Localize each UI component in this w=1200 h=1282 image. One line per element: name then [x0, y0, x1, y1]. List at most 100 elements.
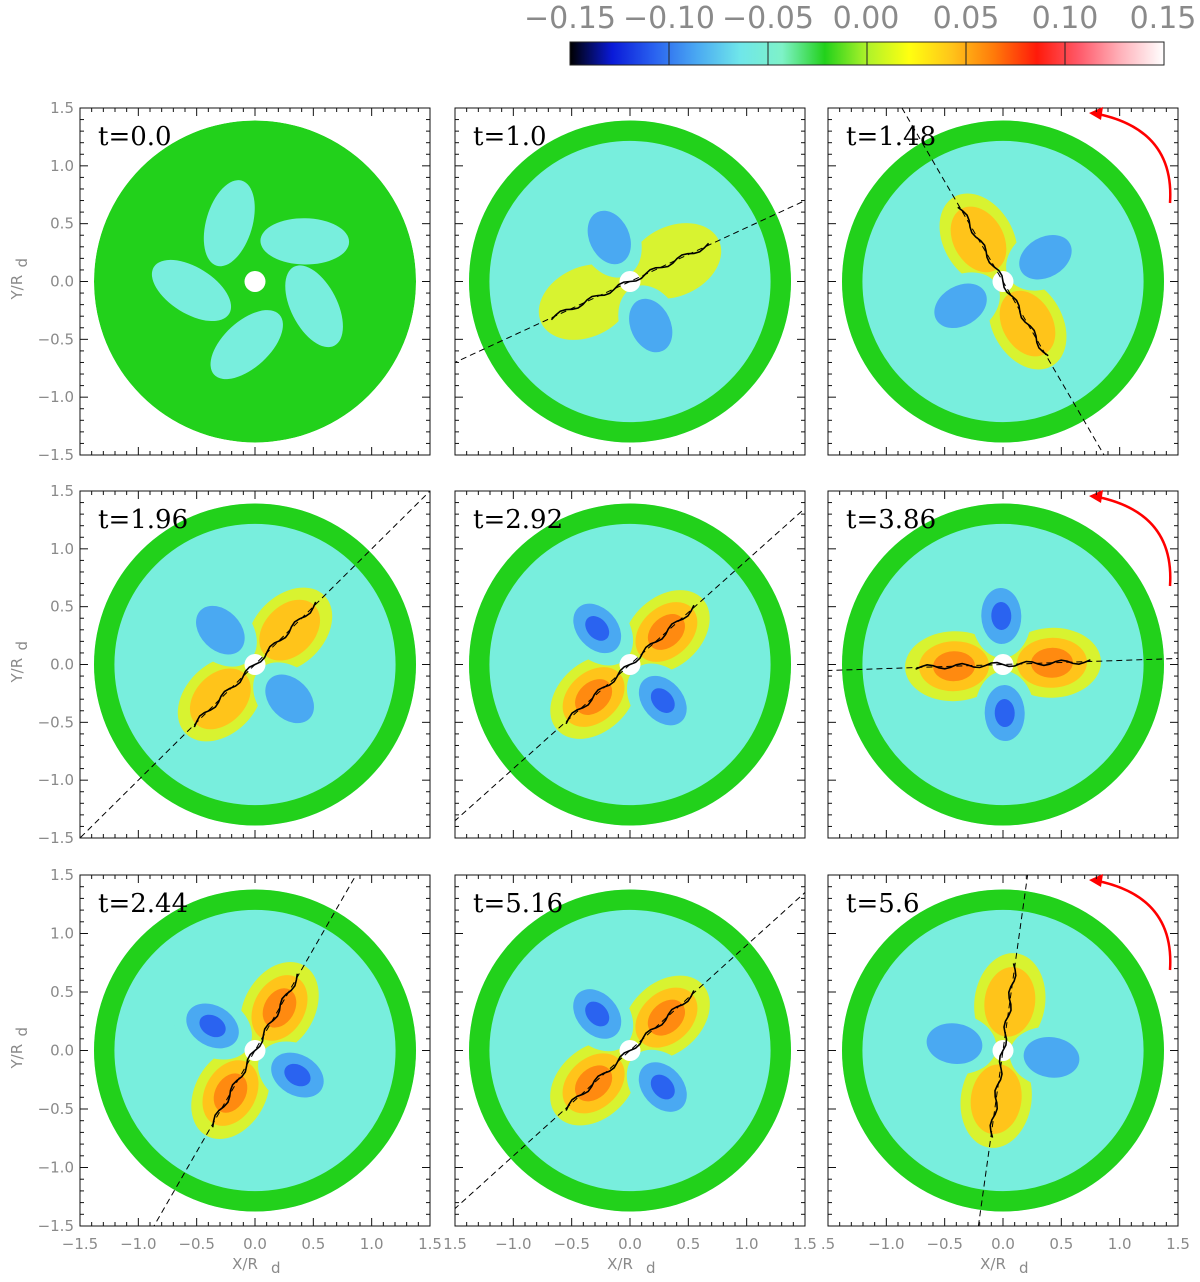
- time-label: t=2.92: [473, 505, 563, 535]
- colorbar-tick-label: 0.15: [1130, 1, 1197, 36]
- y-tick-label: 1.0: [50, 157, 74, 175]
- y-tick-label: −0.5: [38, 1100, 74, 1118]
- bar-axis-dashed-line: [455, 507, 805, 822]
- x-tick-label: 1.5: [418, 1235, 442, 1253]
- bar-ridge-line: [565, 990, 695, 1111]
- disc-patch: [285, 265, 343, 348]
- y-tick-label: −1.0: [38, 771, 74, 789]
- x-tick-label: 0.5: [301, 1235, 325, 1253]
- bar-axis-dashed-line: [80, 491, 430, 838]
- disc-patch: [260, 218, 350, 265]
- x-axis-label: X/R: [607, 1255, 633, 1273]
- x-tick-label: 1.0: [360, 1235, 384, 1253]
- panel-5: t=2.92: [454, 490, 806, 839]
- x-axis-label-subscript: d: [646, 1259, 656, 1277]
- x-tick-label: 1.5: [443, 1235, 467, 1253]
- x-tick-label: 1.5: [1166, 1235, 1190, 1253]
- bar-ridge-line: [915, 659, 1091, 670]
- negative-lobe: [991, 601, 1012, 630]
- y-tick-label: 0.5: [50, 215, 74, 233]
- x-tick-label: 0.0: [243, 1235, 267, 1253]
- y-tick-label: −0.5: [38, 330, 74, 348]
- negative-lobe: [199, 1014, 226, 1038]
- negative-lobe: [934, 283, 987, 329]
- colorbar-tick-label: −0.15: [524, 1, 616, 36]
- panel-3: t=1.48: [827, 107, 1179, 456]
- x-tick-label: 0.5: [676, 1235, 700, 1253]
- negative-lobe: [650, 1074, 675, 1100]
- x-axis-label-subscript: d: [1019, 1259, 1029, 1277]
- x-tick-label: 0.0: [618, 1235, 642, 1253]
- bar-axis-dashed-line: [153, 875, 357, 1226]
- x-tick-label: 0.5: [1049, 1235, 1073, 1253]
- y-tick-label: 1.5: [50, 866, 74, 884]
- panel-9: t=5.6 .5 −1.0 −0.5 0.0 0.5 1.0 1.5 X/R d: [821, 874, 1190, 1277]
- y-tick-label: −1.5: [38, 1217, 74, 1235]
- x-axis-label: X/R: [232, 1255, 258, 1273]
- time-label: t=1.48: [846, 122, 936, 152]
- y-axis-label-subscript: d: [13, 641, 31, 651]
- x-tick-label: 1.0: [1108, 1235, 1132, 1253]
- panel-2: t=1.0: [454, 107, 806, 456]
- bar-ridge-line: [550, 242, 710, 321]
- y-tick-label: 1.5: [50, 482, 74, 500]
- y-axis-label-subscript: d: [13, 1027, 31, 1037]
- x-tick-label: −0.5: [926, 1235, 962, 1253]
- y-tick-label: −1.0: [38, 388, 74, 406]
- x-axis-label: X/R: [980, 1255, 1006, 1273]
- negative-lobe: [926, 1023, 983, 1065]
- bar-axis-dashed-line: [977, 875, 1029, 1226]
- bar-axis-dashed-line: [455, 891, 805, 1210]
- disc-patch: [203, 180, 255, 267]
- y-tick-label: 0.5: [50, 598, 74, 616]
- time-label: t=3.86: [846, 505, 936, 535]
- bar-axis-dashed-line: [455, 200, 805, 363]
- x-tick-label: −1.0: [495, 1235, 531, 1253]
- y-axis-label-subscript: d: [13, 258, 31, 268]
- panel-6: t=3.86: [827, 490, 1179, 839]
- disc-patch: [151, 259, 232, 322]
- x-tick-label: .5: [821, 1235, 835, 1253]
- y-tick-label: 0.0: [50, 273, 74, 291]
- colorbar-tick-label: −0.10: [623, 1, 715, 36]
- y-axis-label: Y/R: [8, 1044, 26, 1070]
- negative-lobe: [1019, 234, 1072, 280]
- bar-axis-dashed-line: [901, 108, 1105, 455]
- negative-lobe: [650, 688, 675, 713]
- negative-lobe: [629, 298, 673, 353]
- time-label: t=0.0: [98, 122, 172, 152]
- x-tick-label: −0.5: [553, 1235, 589, 1253]
- x-axis-label-subscript: d: [271, 1259, 281, 1277]
- y-axis-label: Y/R: [8, 275, 26, 301]
- rotation-arrow: [1092, 494, 1172, 587]
- panel-4: t=1.96 1.5 1.0 0.5 0.0 −0.5 −1.0 −1.5 Y/R d: [8, 482, 431, 847]
- time-label: t=5.16: [473, 889, 563, 919]
- negative-lobe: [265, 674, 314, 724]
- negative-lobe: [284, 1063, 311, 1087]
- y-tick-label: −1.0: [38, 1159, 74, 1177]
- time-label: t=1.0: [473, 122, 547, 152]
- rotation-arrow-head: [1089, 107, 1103, 120]
- negative-lobe: [587, 210, 631, 265]
- bar-ridge-line: [211, 973, 299, 1128]
- y-tick-label: 1.0: [50, 540, 74, 558]
- y-tick-label: 0.5: [50, 983, 74, 1001]
- time-label: t=2.44: [98, 889, 188, 919]
- y-tick-label: 1.5: [50, 99, 74, 117]
- rotation-arrow: [1092, 111, 1172, 204]
- colorbar-tick-label: 0.05: [933, 1, 1000, 36]
- time-label: t=5.6: [846, 889, 920, 919]
- y-tick-label: 1.0: [50, 925, 74, 943]
- panel-8: t=5.16 1.5 −1.0 −0.5 0.0 0.5 1.0 1.5 X/R d: [443, 874, 817, 1277]
- panel-7: t=2.44 1.5 1.0 0.5 0.0 −0.5 −1.0 −1.5 Y/R d −1.5 −1…: [8, 866, 442, 1277]
- colorbar-tick-label: −0.05: [722, 1, 814, 36]
- rotation-arrow: [1092, 878, 1172, 971]
- x-tick-label: −1.5: [62, 1235, 98, 1253]
- rotation-arrow-head: [1089, 874, 1103, 887]
- y-axis-label: Y/R: [8, 658, 26, 684]
- bar-ridge-line: [989, 963, 1017, 1138]
- bar-axis-dashed-line: [828, 657, 1178, 672]
- time-label: t=1.96: [98, 505, 188, 535]
